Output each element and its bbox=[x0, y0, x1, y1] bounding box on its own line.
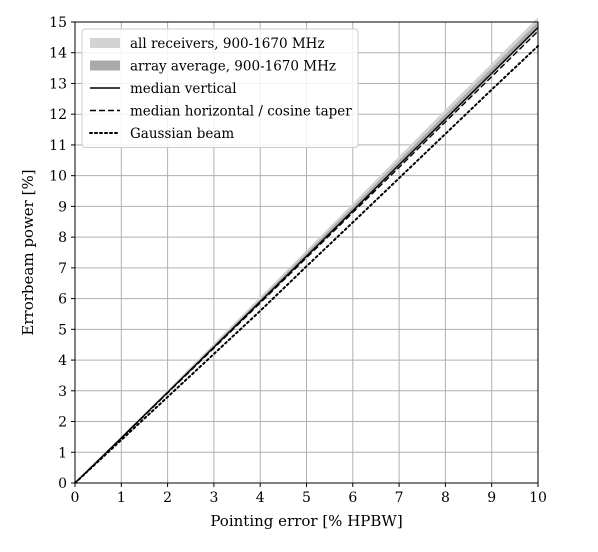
x-tick-label: 9 bbox=[487, 490, 496, 506]
y-tick-label: 2 bbox=[58, 415, 67, 431]
legend-label: Gaussian beam bbox=[130, 126, 234, 142]
x-tick-label: 3 bbox=[209, 490, 218, 506]
y-tick-label: 0 bbox=[58, 476, 67, 492]
y-tick-label: 10 bbox=[49, 169, 67, 185]
y-tick-label: 14 bbox=[49, 46, 67, 62]
legend-label: array average, 900-1670 MHz bbox=[130, 59, 336, 75]
x-tick-label: 0 bbox=[71, 490, 80, 506]
legend-swatch bbox=[90, 38, 120, 48]
x-tick-label: 8 bbox=[441, 490, 450, 506]
x-tick-label: 1 bbox=[117, 490, 126, 506]
x-tick-label: 2 bbox=[163, 490, 172, 506]
y-tick-label: 15 bbox=[49, 15, 67, 31]
bands bbox=[75, 17, 538, 483]
y-tick-label: 1 bbox=[58, 445, 67, 461]
y-tick-label: 12 bbox=[49, 107, 67, 123]
legend-swatch bbox=[90, 60, 120, 71]
series-line-median-vertical bbox=[74, 27, 539, 484]
series-line-gaussian-beam bbox=[74, 44, 539, 484]
y-tick-label: 13 bbox=[49, 76, 67, 92]
y-tick-label: 4 bbox=[58, 353, 67, 369]
legend-label: median horizontal / cosine taper bbox=[130, 104, 352, 120]
y-tick-label: 5 bbox=[58, 322, 67, 338]
legend-box bbox=[81, 28, 359, 148]
y-tick-label: 11 bbox=[49, 138, 67, 154]
x-tick-label: 10 bbox=[529, 490, 547, 506]
x-tick-label: 4 bbox=[256, 490, 265, 506]
x-tick-label: 6 bbox=[348, 490, 357, 506]
y-tick-label: 7 bbox=[58, 261, 67, 277]
y-tick-label: 3 bbox=[58, 384, 67, 400]
legend: all receivers, 900-1670 MHz array average… bbox=[81, 28, 359, 148]
series-band-all-receivers-900-1670-mhz bbox=[75, 17, 538, 483]
x-tick-label: 5 bbox=[302, 490, 311, 506]
x-tick-label: 7 bbox=[395, 490, 404, 506]
y-axis-label: Errorbeam power [%] bbox=[19, 169, 37, 335]
y-tick-label: 8 bbox=[58, 230, 67, 246]
y-tick-label: 6 bbox=[58, 292, 67, 308]
legend-label: all receivers, 900-1670 MHz bbox=[130, 36, 325, 52]
y-tick-label: 9 bbox=[58, 199, 67, 215]
legend-label: median vertical bbox=[130, 81, 237, 97]
series-band-array-average-900-1670-mhz bbox=[75, 22, 538, 483]
x-axis-label: Pointing error [% HPBW] bbox=[210, 512, 402, 530]
lines bbox=[74, 27, 539, 484]
